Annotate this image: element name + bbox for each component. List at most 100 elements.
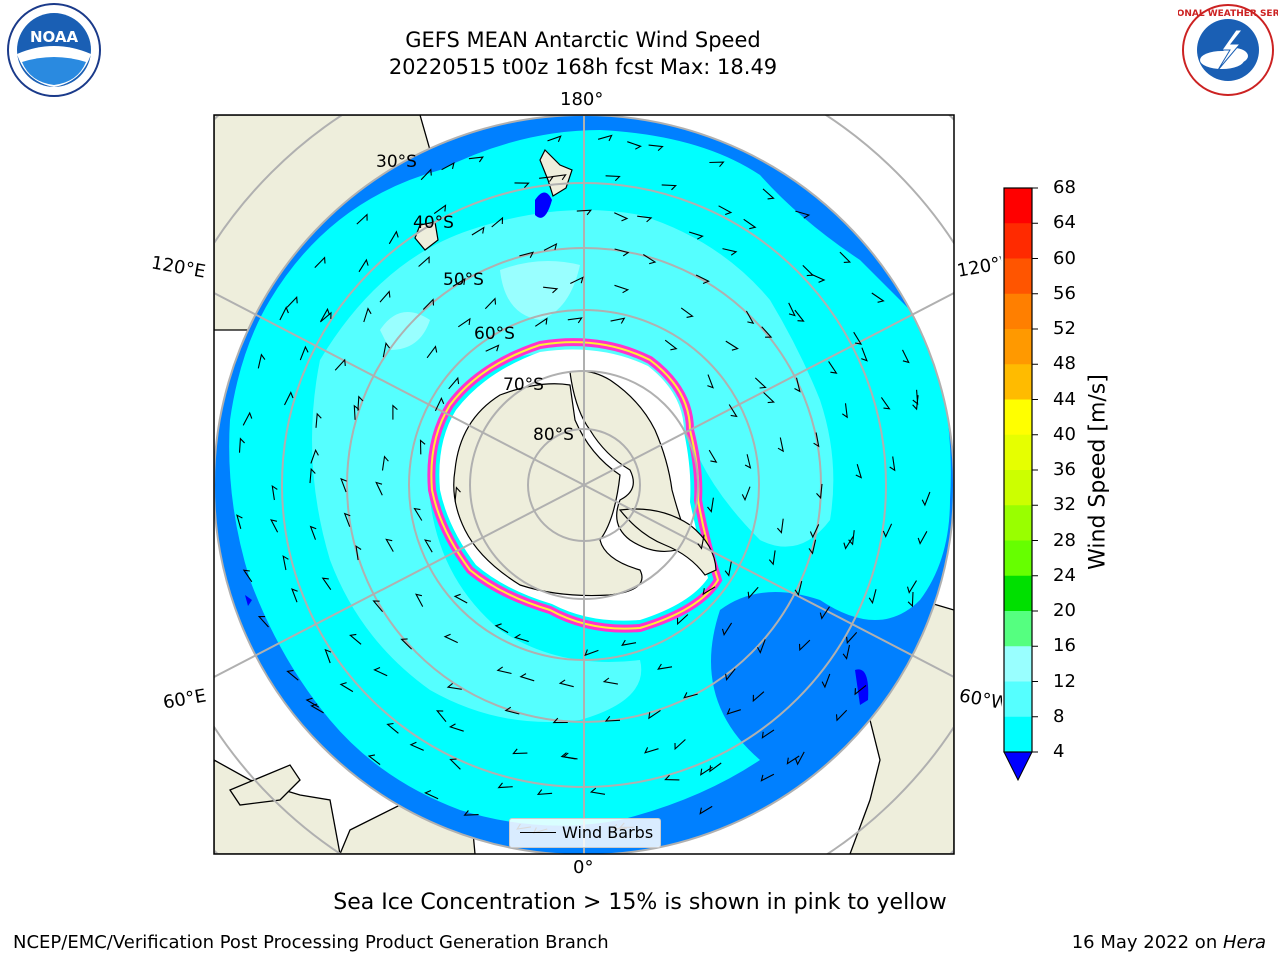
wind-barb: [385, 538, 394, 552]
wind-barb: [353, 404, 360, 420]
colorbar: [1003, 187, 1038, 782]
wind-barb: [743, 218, 757, 230]
credit-text: NCEP/EMC/Verification Post Processing Pr…: [13, 932, 609, 953]
map-legend: Wind Barbs: [509, 818, 661, 848]
wind-barb: [786, 755, 800, 765]
wind-barb: [309, 467, 316, 484]
wind-barb: [315, 412, 322, 428]
wind-barb: [457, 317, 471, 328]
wind-barb: [418, 255, 430, 267]
wind-barb: [637, 215, 653, 223]
nws-logo: NATIONAL WEATHER SERVICE: [1178, 4, 1278, 96]
sea-ice-caption: Sea Ice Concentration > 15% is shown in …: [333, 890, 947, 915]
wind-barb: [452, 277, 466, 287]
colorbar-segment: [1004, 611, 1032, 647]
wind-barb: [855, 464, 863, 479]
wind-barb: [286, 296, 298, 308]
wind-barb: [644, 747, 659, 754]
wind-barb: [319, 311, 332, 323]
colorbar-segment: [1004, 434, 1032, 471]
lat-label-70s: 70°S: [503, 375, 544, 395]
wind-barb: [912, 395, 919, 411]
wind-barb: [921, 491, 931, 507]
wind-barb: [413, 507, 423, 521]
wind-barb: [819, 606, 830, 620]
wind-barb: [621, 639, 637, 646]
wind-barb: [558, 679, 574, 688]
wind-barb: [409, 741, 424, 751]
wind-barb: [320, 307, 331, 322]
wind-barb: [776, 518, 784, 534]
wind-barb: [494, 623, 509, 634]
wind-barb: [339, 682, 354, 693]
wind-barb: [358, 258, 369, 273]
wind-barb: [570, 276, 584, 284]
colorbar-segment: [1004, 329, 1032, 365]
wind-barb: [871, 292, 885, 303]
colorbar-segment: [1004, 575, 1032, 612]
wind-barb: [299, 345, 309, 361]
wind-barb: [491, 216, 504, 228]
wind-barb: [754, 377, 767, 389]
colorbar-segment: [1004, 293, 1032, 330]
wind-barb: [725, 340, 739, 351]
wind-barb: [718, 205, 733, 216]
wind-barb: [664, 774, 680, 781]
wind-barb: [697, 534, 705, 550]
wind-barb: [449, 758, 461, 770]
colorbar-segment: [1004, 470, 1032, 506]
wind-barb: [567, 317, 583, 324]
wind-barb: [907, 591, 914, 608]
wind-barb: [349, 633, 362, 645]
wind-barb: [547, 135, 562, 143]
wind-barb: [373, 666, 388, 677]
wind-barb: [443, 633, 458, 644]
madagascar-land: [229, 764, 301, 806]
colorbar-tick-label: 60: [1053, 247, 1076, 269]
wind-barb: [768, 550, 776, 566]
lon-label-180: 180°: [560, 89, 604, 110]
wind-barb: [760, 773, 775, 782]
wind-barb: [657, 663, 673, 670]
colorbar-tick-label: 12: [1053, 670, 1076, 692]
wind-barb: [419, 439, 426, 455]
wind-barb: [828, 361, 838, 374]
wind-barb: [906, 580, 917, 594]
wind-barb: [597, 134, 613, 142]
wind-barb: [808, 539, 817, 555]
wind-barb: [788, 302, 796, 317]
wind-barb: [757, 639, 766, 654]
wind-barb: [882, 523, 893, 538]
wind-barb: [534, 317, 548, 327]
wind-barb: [357, 395, 364, 411]
antarctic-peninsula-land: [618, 508, 717, 576]
wind-barb: [643, 254, 657, 265]
wind-barb: [519, 251, 535, 259]
wind-barb: [282, 555, 289, 571]
wind-barb: [728, 404, 738, 418]
wind-barb: [484, 297, 497, 310]
wind-barb: [375, 481, 383, 496]
lat-label-30s: 30°S: [376, 152, 417, 172]
lat-label-80s: 80°S: [533, 425, 574, 445]
colorbar-tick-label: 36: [1053, 459, 1076, 480]
colorbar-extend-triangle: [1003, 751, 1033, 782]
wind-barb: [454, 486, 461, 502]
lat-label-50s: 50°S: [443, 270, 484, 290]
wind-barb: [543, 286, 559, 294]
colorbar-segment: [1004, 188, 1032, 224]
wind-barb: [270, 519, 279, 533]
wind-barb: [471, 226, 485, 236]
wind-barb: [388, 230, 399, 245]
wind-barbs: [236, 134, 931, 834]
wind-barb: [722, 248, 738, 256]
wind-barb: [321, 577, 332, 591]
wind-barb: [433, 204, 447, 215]
wind-barb: [584, 649, 599, 657]
wind-barb: [453, 593, 468, 604]
wind-barb: [843, 536, 854, 550]
wind-barb: [415, 593, 424, 607]
colorbar-tick-label: 4: [1053, 741, 1065, 762]
wind-barb: [761, 326, 773, 338]
